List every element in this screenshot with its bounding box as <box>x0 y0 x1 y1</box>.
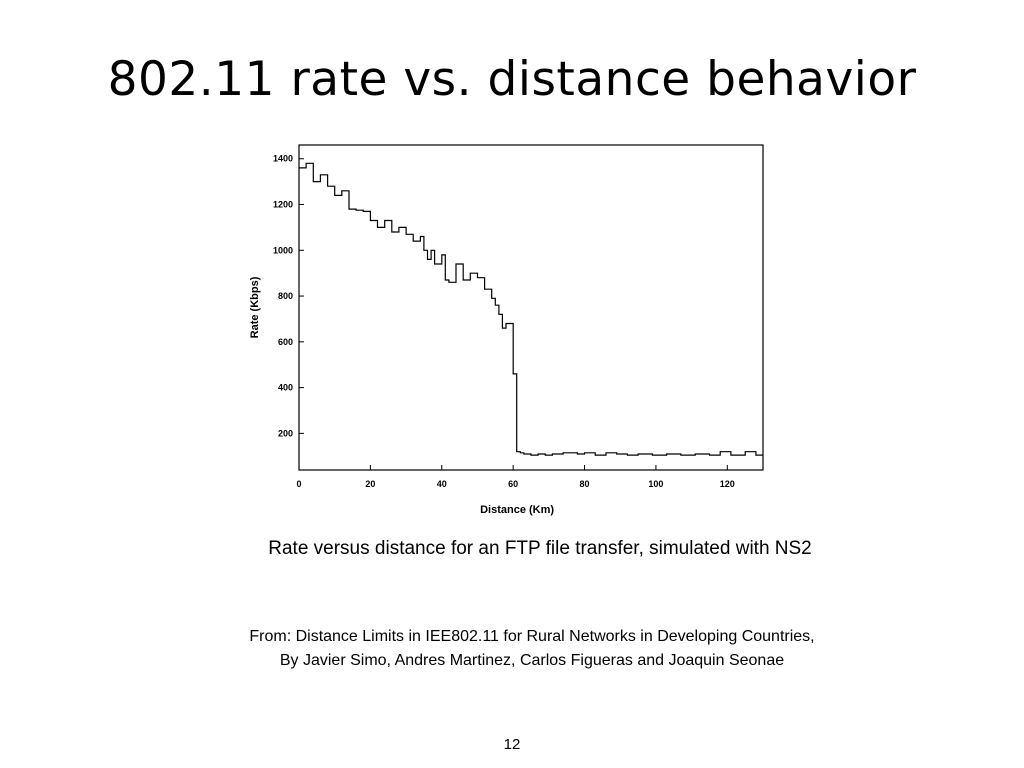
x-axis-label: Distance (Km) <box>480 504 554 516</box>
y-tick-label: 1000 <box>273 245 293 255</box>
y-tick-label: 1200 <box>273 200 293 210</box>
x-tick-label: 40 <box>437 479 447 489</box>
x-tick-label: 0 <box>296 479 301 489</box>
y-axis-ticks: 200 400 600 800 1000 1200 1400 <box>273 154 304 438</box>
x-tick-label: 80 <box>580 479 590 489</box>
y-tick-label: 600 <box>278 337 293 347</box>
plot-frame <box>298 144 764 471</box>
source-citation: From: Distance Limits in IEE802.11 for R… <box>0 625 1024 673</box>
rate-distance-chart: 200 400 600 800 1000 1200 1400 0 20 40 60 80 100 120… <box>249 144 764 516</box>
y-axis-label: Rate (Kbps) <box>249 276 261 338</box>
source-line-1: From: Distance Limits in IEE802.11 for R… <box>249 628 815 645</box>
figure-caption: Rate versus distance for an FTP file tra… <box>268 538 812 559</box>
y-tick-label: 800 <box>278 291 293 301</box>
x-tick-label: 120 <box>720 479 735 489</box>
slide-title: 802.11 rate vs. distance behavior <box>107 52 917 107</box>
y-tick-label: 200 <box>278 428 293 438</box>
page-number: 12 <box>503 736 521 753</box>
rate-series-line <box>299 162 763 456</box>
y-tick-label: 400 <box>278 383 293 393</box>
x-axis-ticks: 0 20 40 60 80 100 120 <box>296 465 735 489</box>
x-tick-label: 100 <box>648 479 663 489</box>
x-tick-label: 20 <box>365 479 375 489</box>
y-tick-label: 1400 <box>273 154 293 164</box>
x-tick-label: 60 <box>508 479 518 489</box>
source-line-2: By Javier Simo, Andres Martinez, Carlos … <box>279 652 785 669</box>
